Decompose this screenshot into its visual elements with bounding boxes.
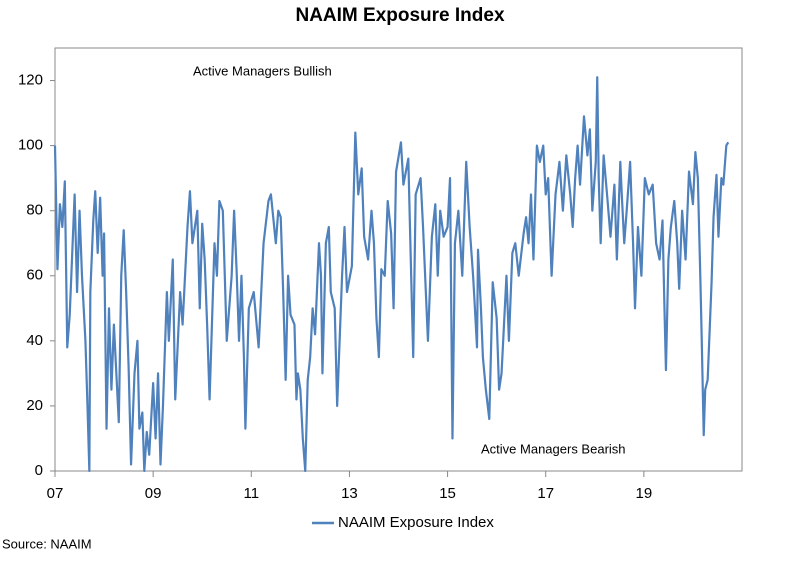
x-tick-label: 17	[537, 485, 554, 502]
annotation: Active Managers Bearish	[481, 441, 626, 456]
y-tick-label: 0	[35, 462, 43, 479]
x-tick-label: 15	[439, 485, 456, 502]
y-tick-label: 120	[18, 72, 43, 89]
annotation: Active Managers Bullish	[193, 63, 332, 78]
x-tick-label: 07	[47, 485, 64, 502]
plot-frame	[54, 47, 743, 472]
y-tick-label: 80	[26, 202, 43, 219]
y-tick-label: 100	[18, 137, 43, 154]
data-line	[53, 76, 730, 473]
x-tick-label: 19	[636, 485, 653, 502]
y-tick-label: 60	[26, 267, 43, 284]
x-tick-label: 11	[243, 485, 259, 502]
y-tick-label: 40	[26, 332, 43, 349]
chart-title: NAAIM Exposure Index	[295, 5, 504, 26]
x-tick-label: 13	[341, 485, 358, 502]
x-tick-label: 09	[145, 485, 162, 502]
legend-label: NAAIM Exposure Index	[338, 514, 494, 531]
source-note: Source: NAAIM	[2, 536, 92, 551]
y-tick-label: 20	[26, 397, 43, 414]
